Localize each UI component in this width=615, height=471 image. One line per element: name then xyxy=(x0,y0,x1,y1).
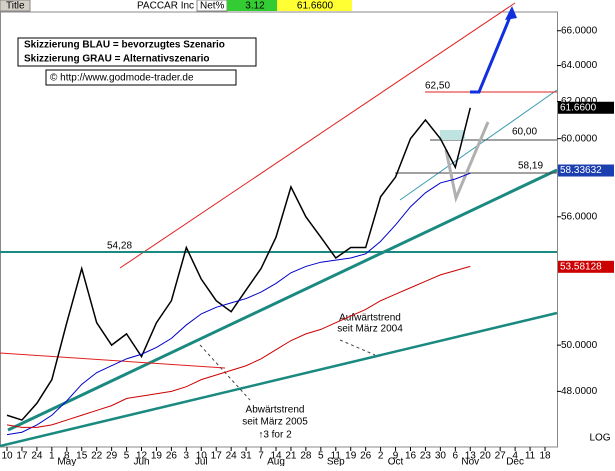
change-box xyxy=(227,0,277,11)
x-tick-label: 28 xyxy=(300,451,312,462)
price-badge xyxy=(558,101,614,114)
x-tick-label: 30 xyxy=(435,451,447,462)
annotation: ↑3 for 2 xyxy=(258,430,292,441)
blue-scenario xyxy=(470,11,514,94)
x-tick-label: 7 xyxy=(258,451,264,462)
x-tick-label: 2 xyxy=(378,451,384,462)
x-tick-label: 5 xyxy=(318,451,324,462)
note: Skizzierung BLAU = bevorzugtes Szenario xyxy=(24,40,225,51)
y-tick-label: 50.0000 xyxy=(561,340,598,351)
level-label: 60,00 xyxy=(512,127,537,138)
zone xyxy=(440,130,465,140)
x-tick-label: 6 xyxy=(453,451,459,462)
x-tick-label: 16 xyxy=(405,451,417,462)
series-line xyxy=(6,265,471,428)
title-box xyxy=(0,0,31,12)
month-label: Dec xyxy=(506,457,524,466)
y-tick-label: 48.0000 xyxy=(561,386,598,397)
x-tick-label: 12 xyxy=(136,451,148,462)
x-tick-label: 27 xyxy=(495,451,507,462)
change: 3.12 xyxy=(245,1,265,12)
y-tick-label: 56.0000 xyxy=(561,211,598,222)
x-tick-label: 13 xyxy=(465,451,477,462)
annotation-pointer xyxy=(339,339,376,356)
note-box xyxy=(17,37,257,67)
copyright-box xyxy=(45,69,237,86)
scale-label: LOG xyxy=(589,433,610,444)
symbol: PACCAR Inc xyxy=(137,1,194,12)
x-tick-label: 21 xyxy=(285,451,297,462)
x-tick-label: 3 xyxy=(184,451,190,462)
y-tick-label: 60.0000 xyxy=(561,133,598,144)
x-tick-label: 17 xyxy=(16,451,28,462)
x-tick-label: 19 xyxy=(345,451,357,462)
annotation: seit März 2005 xyxy=(242,417,308,428)
x-tick-label: 29 xyxy=(106,451,118,462)
trend-line xyxy=(0,311,558,448)
month-label: Sep xyxy=(327,457,345,466)
month-label: Jun xyxy=(133,457,149,466)
price-badge xyxy=(558,260,614,273)
month-label: Aug xyxy=(267,457,285,466)
x-tick-label: 10 xyxy=(1,451,13,462)
month-label: Nov xyxy=(461,457,479,466)
price-badge-label: 53.58128 xyxy=(560,261,602,272)
x-tick-label: 19 xyxy=(151,451,163,462)
trend-line xyxy=(7,168,558,432)
gray-scenario xyxy=(444,121,490,204)
x-tick-label: 23 xyxy=(420,451,432,462)
price-badge-label: 58.33632 xyxy=(560,165,602,176)
annotation: Abwärtstrend xyxy=(246,405,305,416)
x-tick-label: 11 xyxy=(525,451,536,462)
x-tick-label: 4 xyxy=(512,451,518,462)
x-tick-label: 9 xyxy=(393,451,399,462)
x-tick-label: 1 xyxy=(49,451,55,462)
last-box xyxy=(277,0,352,11)
analysis-drawings xyxy=(0,2,558,448)
annotation: seit März 2004 xyxy=(337,324,403,335)
y-tick-label: 66.0000 xyxy=(561,25,598,36)
x-tick-label: 14 xyxy=(270,451,282,462)
level-label: 54,28 xyxy=(107,241,132,252)
last: 61.6600 xyxy=(297,1,334,12)
x-tick-label: 26 xyxy=(360,451,372,462)
x-tick-label: 22 xyxy=(91,451,103,462)
level-label: 58,19 xyxy=(518,161,543,172)
month-label: May xyxy=(57,457,76,466)
price-badge-label: 61.6600 xyxy=(560,102,597,113)
x-tick-label: 15 xyxy=(76,451,88,462)
x-tick-label: 11 xyxy=(331,451,342,462)
x-tick-label: 26 xyxy=(166,451,178,462)
title: Title xyxy=(6,1,25,12)
series-line xyxy=(6,172,471,436)
x-tick-label: 24 xyxy=(31,451,43,462)
month-label: Oct xyxy=(388,457,404,466)
x-tick-label: 10 xyxy=(196,451,208,462)
down-trend-line xyxy=(0,352,226,369)
price-badge xyxy=(558,164,614,177)
plot-frame xyxy=(0,11,558,448)
x-tick-label: 24 xyxy=(226,451,238,462)
copyright: © http://www.godmode-trader.de xyxy=(50,73,194,84)
level-label: 62,50 xyxy=(425,81,450,92)
x-tick-label: 18 xyxy=(539,451,551,462)
channel-line xyxy=(119,2,516,269)
y-tick-label: 62.0000 xyxy=(561,96,598,107)
change-label: Net% xyxy=(200,1,225,12)
month-label: Jul xyxy=(195,457,208,466)
x-tick-label: 31 xyxy=(241,451,253,462)
arrow-head xyxy=(505,6,517,20)
x-tick-label: 20 xyxy=(480,451,492,462)
annotation: Aufwärtstrend xyxy=(339,313,401,324)
y-tick-label: 64.0000 xyxy=(561,60,598,71)
x-tick-label: 8 xyxy=(64,451,70,462)
note: Skizzierung GRAU = Alternativszenario xyxy=(24,54,210,65)
x-tick-label: 17 xyxy=(211,451,223,462)
x-tick-label: 5 xyxy=(124,451,130,462)
